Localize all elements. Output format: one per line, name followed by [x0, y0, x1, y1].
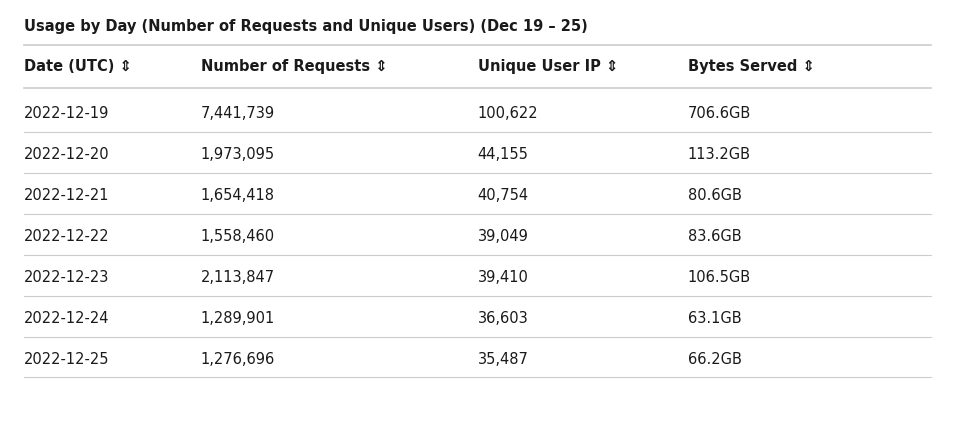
Text: 2,113,847: 2,113,847	[201, 270, 275, 285]
Text: 36,603: 36,603	[478, 311, 528, 326]
Text: 1,973,095: 1,973,095	[201, 147, 275, 162]
Text: 1,289,901: 1,289,901	[201, 311, 275, 326]
Text: 106.5GB: 106.5GB	[688, 270, 751, 285]
Text: 7,441,739: 7,441,739	[201, 107, 275, 121]
Text: Bytes Served ⇕: Bytes Served ⇕	[688, 59, 815, 74]
Text: 2022-12-20: 2022-12-20	[24, 147, 110, 162]
Text: 39,049: 39,049	[478, 229, 528, 244]
Text: 113.2GB: 113.2GB	[688, 147, 751, 162]
Text: 66.2GB: 66.2GB	[688, 352, 741, 366]
Text: 2022-12-21: 2022-12-21	[24, 188, 110, 203]
Text: 63.1GB: 63.1GB	[688, 311, 741, 326]
Text: 83.6GB: 83.6GB	[688, 229, 741, 244]
Text: 39,410: 39,410	[478, 270, 528, 285]
Text: Date (UTC) ⇕: Date (UTC) ⇕	[24, 59, 132, 74]
Text: Unique User IP ⇕: Unique User IP ⇕	[478, 59, 618, 74]
Text: 100,622: 100,622	[478, 107, 538, 121]
Text: 706.6GB: 706.6GB	[688, 107, 751, 121]
Text: 80.6GB: 80.6GB	[688, 188, 741, 203]
Text: 2022-12-25: 2022-12-25	[24, 352, 110, 366]
Text: Number of Requests ⇕: Number of Requests ⇕	[201, 59, 387, 74]
Text: 1,558,460: 1,558,460	[201, 229, 275, 244]
Text: 35,487: 35,487	[478, 352, 528, 366]
Text: 44,155: 44,155	[478, 147, 528, 162]
Text: 2022-12-22: 2022-12-22	[24, 229, 110, 244]
Text: 2022-12-23: 2022-12-23	[24, 270, 109, 285]
Text: 2022-12-24: 2022-12-24	[24, 311, 110, 326]
Text: 2022-12-19: 2022-12-19	[24, 107, 109, 121]
Text: 1,654,418: 1,654,418	[201, 188, 274, 203]
Text: 1,276,696: 1,276,696	[201, 352, 275, 366]
Text: 40,754: 40,754	[478, 188, 529, 203]
Text: Usage by Day (Number of Requests and Unique Users) (Dec 19 – 25): Usage by Day (Number of Requests and Uni…	[24, 19, 587, 34]
